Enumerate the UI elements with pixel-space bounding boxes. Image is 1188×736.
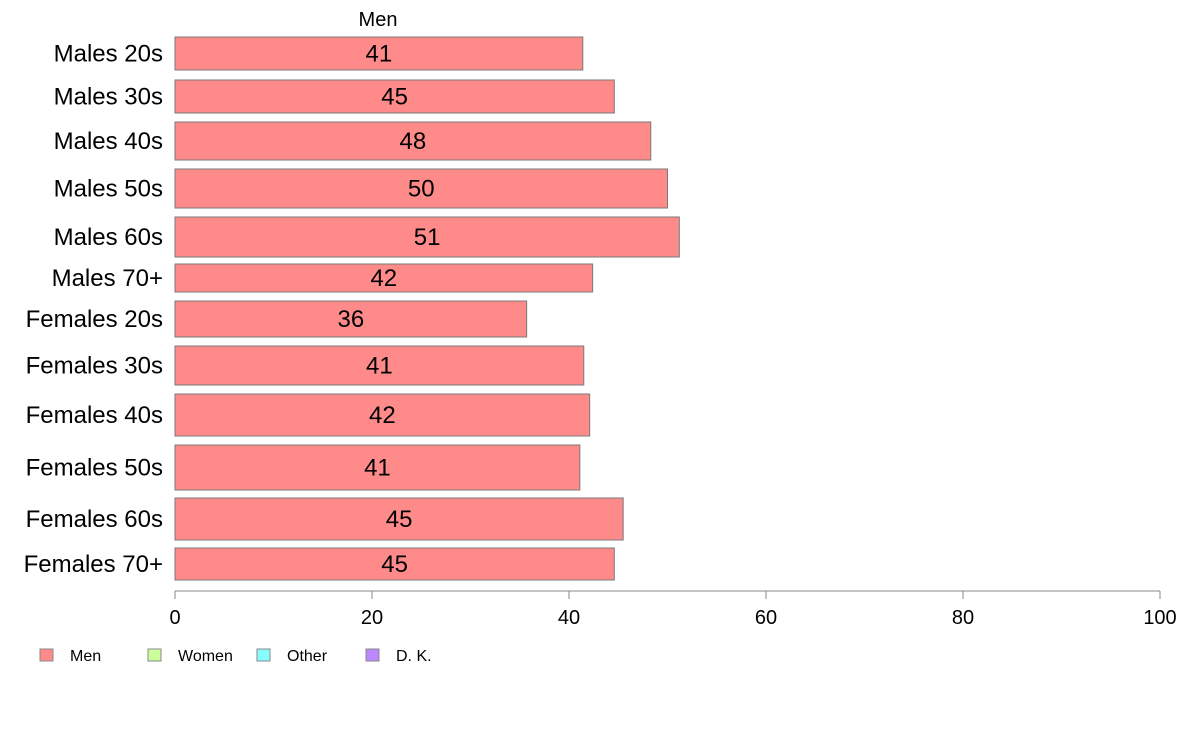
bar [174, 79, 615, 114]
value-label: 45 [381, 84, 408, 111]
bar [174, 168, 668, 209]
x-tick-label: 20 [361, 607, 383, 629]
bar [174, 547, 615, 581]
legend-label: Women [178, 648, 233, 665]
x-axis: 0 20 40 60 80 100 [169, 590, 1177, 629]
legend-swatch [365, 648, 380, 662]
legend-swatch [256, 648, 271, 662]
legend-label: Men [70, 648, 101, 665]
series-title: Men [359, 9, 398, 31]
value-label: 42 [370, 265, 397, 292]
bar [174, 345, 585, 386]
value-label: 51 [414, 224, 441, 251]
legend-swatch [147, 648, 162, 662]
legend-swatch [39, 648, 54, 662]
value-label: 45 [386, 506, 413, 533]
bar [174, 121, 652, 161]
bar [174, 444, 581, 491]
value-label: 48 [400, 128, 427, 155]
category-label: Females 40s [26, 402, 163, 429]
bar [174, 300, 528, 338]
x-tick-label: 60 [755, 607, 777, 629]
category-label: Males 60s [54, 224, 163, 251]
value-label: 41 [366, 41, 393, 68]
bar [174, 393, 591, 437]
legend-label: D. K. [396, 648, 432, 665]
category-label: Males 70+ [52, 265, 163, 292]
legend-label: Other [287, 648, 328, 665]
category-label: Males 20s [54, 41, 163, 68]
category-label: Females 50s [26, 455, 163, 482]
value-label: 41 [366, 353, 393, 380]
category-label: Males 40s [54, 128, 163, 155]
category-label: Males 50s [54, 176, 163, 203]
x-tick-label: 100 [1143, 607, 1176, 629]
legend: Men Women Other D. K. [39, 648, 432, 665]
bars-group [174, 36, 680, 581]
value-label: 45 [381, 551, 408, 578]
bar [174, 497, 624, 541]
category-label: Females 20s [26, 306, 163, 333]
category-label: Males 30s [54, 84, 163, 111]
x-tick-label: 80 [952, 607, 974, 629]
value-label: 41 [364, 455, 391, 482]
category-label: Females 70+ [24, 551, 163, 578]
category-label: Females 30s [26, 353, 163, 380]
bar [174, 263, 594, 293]
bar [174, 216, 680, 258]
x-tick-label: 40 [558, 607, 580, 629]
category-labels: Males 20s Males 30s Males 40s Males 50s Male… [24, 41, 163, 579]
value-label: 50 [408, 176, 435, 203]
value-label: 36 [337, 306, 364, 333]
category-label: Females 60s [26, 506, 163, 533]
bar [174, 36, 584, 71]
value-label: 42 [369, 402, 396, 429]
x-tick-label: 0 [169, 607, 180, 629]
